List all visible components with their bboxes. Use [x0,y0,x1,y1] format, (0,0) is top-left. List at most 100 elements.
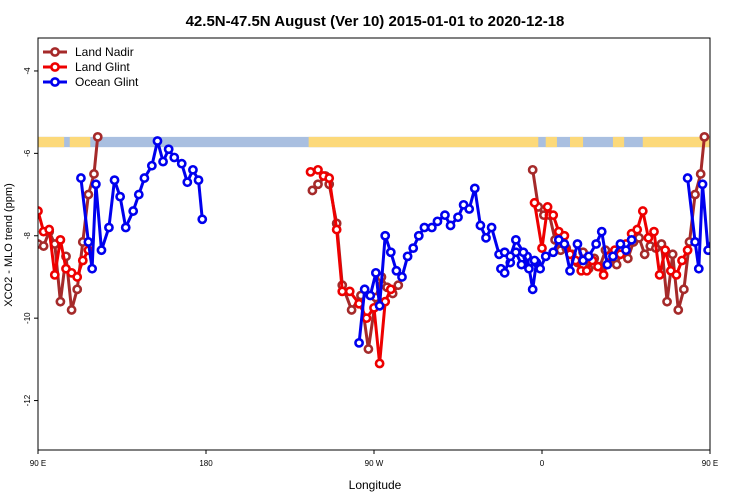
plot-frame [37,37,711,451]
data-point [331,224,342,235]
data-point [313,179,323,190]
data-point [363,344,374,354]
data-point [481,232,491,243]
legend-marker [50,77,60,87]
data-point [419,222,430,233]
data-point [632,224,643,235]
x-tick-label: 180 [199,459,213,468]
land-band-segment [642,136,710,148]
data-point [529,255,540,266]
land-band-segment [612,136,625,148]
data-point [365,290,376,301]
data-point [703,245,710,256]
data-point [540,251,551,262]
data-point [572,239,583,249]
data-point [374,300,385,311]
series-line [79,139,204,271]
data-point [344,286,355,297]
data-point [44,224,55,235]
series-land-nadir [38,131,710,354]
data-point [723,193,730,200]
data-point [524,263,534,274]
data-point [499,267,510,278]
data-point [370,267,381,278]
data-point [486,222,497,233]
data-point [120,222,131,233]
data-point [464,204,475,214]
data-point [537,243,547,254]
data-point [712,224,719,231]
series-line [531,136,706,312]
y-tick-label: -10 [23,312,32,324]
data-point [736,207,743,214]
data-point [699,131,710,142]
y-tick-label: -4 [23,67,32,75]
data-point [128,206,139,216]
data-point [346,305,357,315]
data-point [643,232,654,243]
data-point [72,284,83,295]
data-point [397,272,407,282]
data-point [55,234,66,245]
land-band-segment [69,136,91,148]
data-point [337,286,348,297]
data-point [72,272,83,282]
data-point [615,239,626,249]
data-point [453,212,463,223]
x-tick-label: 90 E [30,459,46,468]
data-point [76,173,86,183]
data-point [361,313,372,324]
data-point [374,358,385,369]
data-point [529,197,540,208]
data-point [639,249,650,260]
data-point [591,239,602,249]
data-point [718,177,725,184]
data-point [608,251,618,262]
data-point [469,183,480,194]
data-point [188,164,198,175]
data-point [307,185,318,196]
data-point [596,226,607,237]
data-point [391,265,402,276]
data-point [158,156,168,167]
land-band-segment [570,136,584,148]
data-point [527,164,538,175]
land-band-segment [308,136,539,148]
y-tick-label: -6 [23,149,32,157]
data-point [445,220,456,231]
legend-marker [50,62,60,72]
legend-label: Land Nadir [75,45,134,59]
data-point [518,247,529,258]
data-point [548,210,559,221]
y-tick-label: -8 [23,232,32,240]
data-point [654,269,665,280]
data-point [671,269,682,280]
data-point [559,239,570,249]
plot-clipped-group [38,131,743,369]
legend-marker [50,47,60,57]
data-point [677,255,687,266]
data-point [690,237,700,247]
data-point [662,296,672,307]
data-point [626,234,637,245]
data-point [197,214,208,225]
data-point [380,230,391,241]
x-tick-label: 90 E [702,459,718,468]
data-point [90,179,101,190]
series-land-glint [38,164,693,369]
data-point [385,247,396,258]
data-point [109,175,120,186]
data-point [593,261,603,272]
data-point [426,222,437,233]
data-point [193,175,204,186]
plot-area: -4 -6 -8 -10 -12 90 E 180 90 W 0 90 E Land NadirLa… [23,37,743,468]
data-point [146,160,157,171]
series-line [311,174,400,351]
data-point [305,166,316,177]
data-point [408,243,419,254]
data-point [693,263,704,274]
x-tick-label: 90 W [365,459,384,468]
legend-label: Land Glint [75,60,130,74]
